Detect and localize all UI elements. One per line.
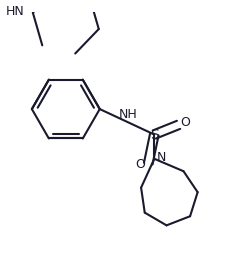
Text: N: N [156, 151, 166, 164]
Text: NH: NH [119, 107, 138, 120]
Text: O: O [136, 158, 145, 171]
Text: O: O [180, 117, 190, 129]
Text: HN: HN [5, 5, 24, 18]
Text: S: S [150, 127, 159, 142]
